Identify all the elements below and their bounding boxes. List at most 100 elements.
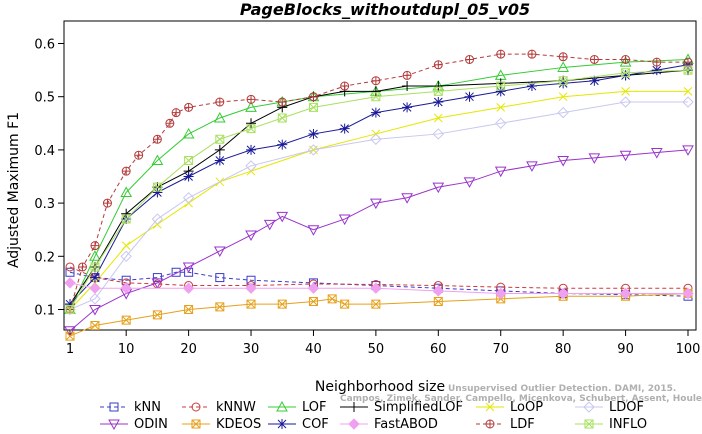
y-tick-label: 0.6 xyxy=(34,38,55,53)
data-point xyxy=(184,156,194,166)
data-point xyxy=(371,76,380,85)
data-point xyxy=(65,262,75,272)
watermark-line-1: Unsupervised Outlier Detection. DAMI, 20… xyxy=(448,384,676,394)
x-tick-label: 60 xyxy=(430,342,447,357)
data-point xyxy=(652,58,661,67)
data-point xyxy=(650,148,663,159)
data-point xyxy=(182,282,195,294)
legend-label: kNNW xyxy=(216,400,256,415)
data-point xyxy=(308,102,318,112)
legend-label: COF xyxy=(302,417,329,432)
x-tick-label: 70 xyxy=(492,342,509,357)
data-point xyxy=(370,107,381,118)
data-point xyxy=(619,150,632,162)
legend-item-cof: COF xyxy=(268,417,329,432)
data-point xyxy=(433,113,443,123)
data-point xyxy=(64,326,76,337)
y-axis-label: Adjusted Maximum F1 xyxy=(6,112,22,268)
legend-marker xyxy=(108,419,120,431)
data-point xyxy=(90,320,100,330)
data-point xyxy=(557,287,569,300)
data-point xyxy=(558,92,568,102)
x-tick-label: 30 xyxy=(243,342,260,357)
legend-marker xyxy=(277,419,287,429)
data-point xyxy=(619,56,632,67)
data-point xyxy=(434,60,443,69)
legend-item-simplifiedlof: SimplifiedLOF xyxy=(340,400,463,415)
data-point xyxy=(263,219,276,231)
data-point xyxy=(526,161,538,172)
legend-marker xyxy=(109,402,119,412)
legend-label: LDF xyxy=(510,417,535,432)
data-point xyxy=(165,119,174,128)
data-point xyxy=(619,287,632,300)
data-point xyxy=(151,213,164,225)
data-point xyxy=(307,282,320,294)
legend-marker xyxy=(191,402,201,412)
data-point xyxy=(171,267,181,277)
data-point xyxy=(213,246,226,258)
data-point xyxy=(432,182,445,194)
legend-marker xyxy=(583,401,595,413)
data-point xyxy=(246,299,256,309)
plot-frame xyxy=(63,20,697,331)
data-point xyxy=(494,166,507,178)
series-line xyxy=(69,90,688,310)
data-point xyxy=(153,135,162,144)
data-point xyxy=(78,262,87,271)
data-point xyxy=(213,111,226,123)
legend-item-lof: LOF xyxy=(268,400,327,415)
data-point xyxy=(495,117,507,130)
data-point xyxy=(152,273,162,283)
series-line xyxy=(69,69,689,305)
legend-marker xyxy=(485,402,495,412)
series-loop xyxy=(65,87,693,314)
data-point xyxy=(276,211,289,223)
data-point xyxy=(370,133,382,145)
series-inflo xyxy=(65,65,693,314)
data-point xyxy=(90,241,99,250)
data-point xyxy=(433,97,444,108)
data-point xyxy=(557,156,570,167)
data-point xyxy=(64,277,76,289)
series-line xyxy=(69,149,689,332)
legend-label: ODIN xyxy=(134,417,168,432)
data-point xyxy=(371,299,381,309)
y-tick-label: 0.2 xyxy=(34,250,55,265)
data-point xyxy=(433,86,443,96)
data-point xyxy=(152,182,162,192)
data-point xyxy=(432,285,445,297)
data-point xyxy=(620,70,631,81)
data-point xyxy=(682,287,694,300)
data-point xyxy=(338,214,351,226)
legend-label: LoOP xyxy=(510,400,543,415)
data-point xyxy=(589,75,600,86)
data-point xyxy=(340,82,349,91)
data-point xyxy=(307,144,320,156)
data-point xyxy=(151,278,164,289)
data-point xyxy=(402,81,413,92)
series-line xyxy=(69,53,688,310)
data-point xyxy=(152,187,163,198)
series-line xyxy=(69,271,689,297)
data-point xyxy=(621,55,630,64)
data-point xyxy=(682,96,694,108)
legend-marker xyxy=(348,418,360,430)
data-point xyxy=(401,193,413,204)
data-point xyxy=(134,151,143,160)
data-point xyxy=(588,153,601,164)
legend-label: INFLO xyxy=(609,417,647,432)
data-point xyxy=(245,101,257,112)
chart-title: PageBlocks_withoutdupl_05_v05 xyxy=(240,0,530,19)
x-tick-label: 90 xyxy=(617,342,634,357)
data-point xyxy=(152,310,162,320)
data-point xyxy=(121,241,131,251)
data-point xyxy=(120,250,132,263)
x-tick-label: 50 xyxy=(368,342,385,357)
series-line xyxy=(69,101,688,310)
data-point xyxy=(464,91,475,102)
x-tick-label: 10 xyxy=(118,342,135,357)
data-point xyxy=(182,262,195,273)
x-tick-label: 80 xyxy=(555,342,572,357)
series-kdeos xyxy=(65,289,693,341)
